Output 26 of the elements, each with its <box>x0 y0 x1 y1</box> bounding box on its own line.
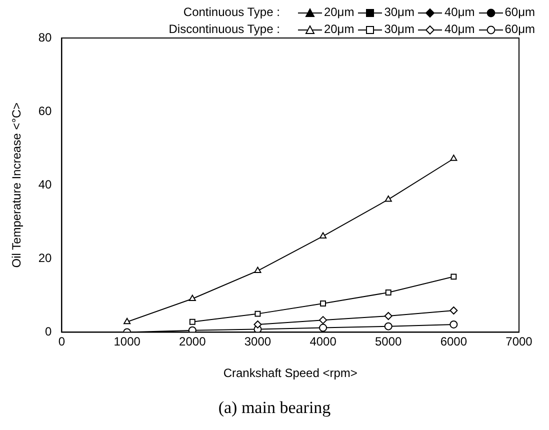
legend-label: 40μm <box>444 4 475 21</box>
text: Discontinuous Type : <box>168 21 280 38</box>
x-tick-label: 6000 <box>440 334 468 349</box>
text: Continuous Type : <box>183 4 280 21</box>
x-tick-label: 0 <box>58 334 66 349</box>
legend-label: 30μm <box>384 4 414 21</box>
x-tick-label: 7000 <box>506 334 533 349</box>
x-tick-label: 2000 <box>179 334 206 349</box>
y-axis-title: Oil Temperature Increase <°C> <box>10 102 24 268</box>
x-axis-title: Crankshaft Speed <rpm> <box>223 366 358 380</box>
y-tick-label: 60 <box>38 104 52 118</box>
x-tick-label: 3000 <box>244 334 272 349</box>
x-tick-label: 1000 <box>114 334 141 349</box>
legend-label: 30μm <box>384 21 414 38</box>
y-tick-label: 40 <box>38 177 52 192</box>
legend-label: 60μm <box>504 21 535 38</box>
y-tick-label: 20 <box>38 250 52 265</box>
x-tick-label: 5000 <box>375 334 402 349</box>
legend-label: 20μm <box>324 4 354 21</box>
legend-label: 20μm <box>324 21 354 38</box>
y-tick-label: 80 <box>38 30 52 44</box>
y-tick-label: 0 <box>45 324 52 339</box>
text: (a) main bearing <box>217 398 332 418</box>
x-tick-label: 4000 <box>310 334 337 349</box>
legend-label: 60μm <box>504 4 535 21</box>
legend-label: 40μm <box>444 21 475 38</box>
